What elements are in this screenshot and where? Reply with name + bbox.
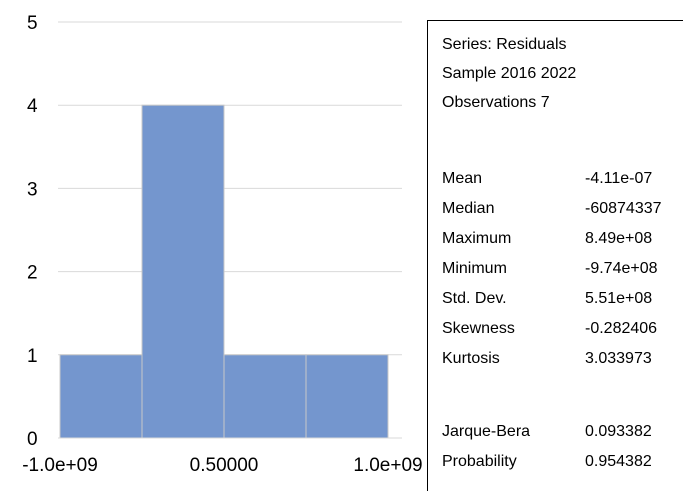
stat-value: 0.093382 [585,423,652,440]
histogram-bars [59,104,389,439]
stat-name: Skewness [442,320,515,337]
stat-name: Jarque-Bera [442,423,531,440]
stat-row-kurtosis: Kurtosis 3.033973 [428,350,683,372]
stat-name: Kurtosis [442,350,500,367]
observations-label: Observations 7 [442,94,550,111]
stat-value: -60874337 [585,200,662,217]
stat-name: Maximum [442,230,512,247]
sample-range-label: Sample 2016 2022 [442,65,577,82]
y-tick-label: 0 [27,429,38,450]
x-tick-label: 1.0e+09 [353,455,422,476]
histogram-bar [223,354,307,439]
x-tick-label: -1.0e+09 [22,455,98,476]
stat-name: Minimum [442,260,507,277]
histogram-bar [305,354,389,439]
stat-row-skewness: Skewness -0.282406 [428,320,683,342]
x-tick-label: 0.50000 [190,455,259,476]
stat-row-probability: Probability 0.954382 [428,453,683,475]
gridlines [58,21,402,356]
stat-row-minimum: Minimum -9.74e+08 [428,260,683,282]
stat-value: -0.282406 [585,320,658,337]
stat-row-maximum: Maximum 8.49e+08 [428,230,683,252]
stat-name: Mean [442,170,483,187]
histogram-bar [59,354,143,439]
stat-name: Std. Dev. [442,290,507,307]
stat-name: Median [442,200,495,217]
stat-row-mean: Mean -4.11e-07 [428,170,683,192]
y-tick-label: 2 [27,263,38,284]
stat-row-jarque-bera: Jarque-Bera 0.093382 [428,423,683,445]
stat-value: -4.11e-07 [585,170,653,187]
y-tick-label: 1 [27,346,38,367]
y-tick-label: 4 [27,96,38,117]
x-axis-tick-labels: -1.0e+09 0.50000 1.0e+09 [22,455,422,476]
statistics-panel: Series: Residuals Sample 2016 2022 Obser… [427,20,683,491]
stat-value: 3.033973 [585,350,652,367]
stat-value: 0.954382 [585,453,652,470]
stat-value: 8.49e+08 [585,230,653,247]
y-axis-tick-labels: 0 1 2 3 4 5 [27,13,38,450]
stat-row-median: Median -60874337 [428,200,683,222]
stat-name: Probability [442,453,517,470]
y-tick-label: 3 [27,179,38,200]
y-tick-label: 5 [27,13,38,34]
stat-row-std-dev: Std. Dev. 5.51e+08 [428,290,683,312]
histogram-bar [141,104,225,439]
stat-value: -9.74e+08 [585,260,658,277]
series-name-label: Series: Residuals [442,36,567,53]
stat-value: 5.51e+08 [585,290,653,307]
